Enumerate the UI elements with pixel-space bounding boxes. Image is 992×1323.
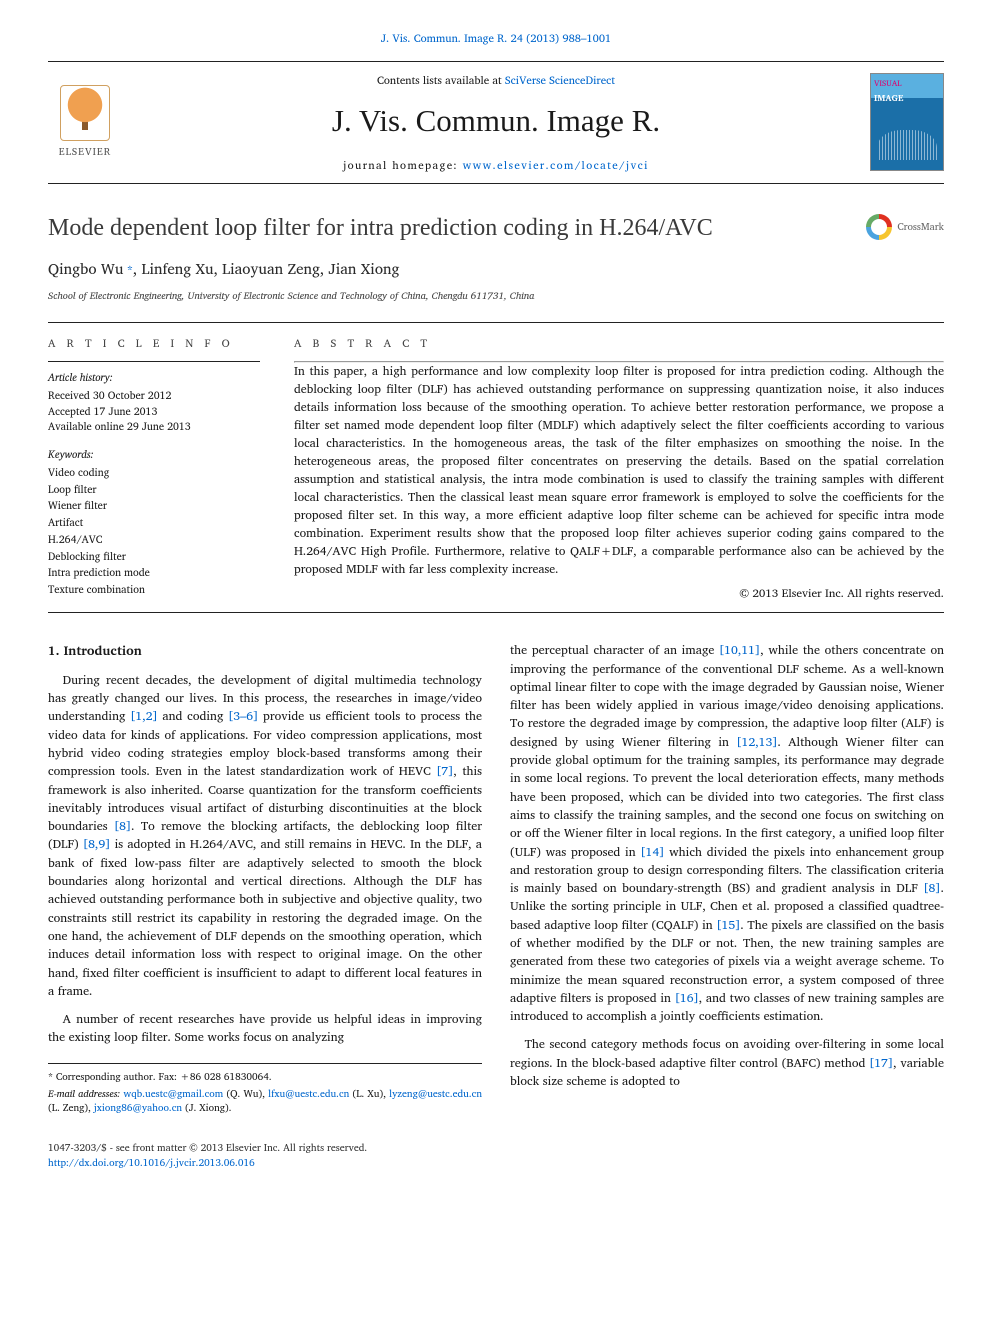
para-1: During recent decades, the development o… (48, 671, 482, 1000)
doi-link[interactable]: http://dx.doi.org/10.1016/j.jvcir.2013.0… (48, 1155, 255, 1171)
elsevier-logo: ELSEVIER (48, 79, 122, 165)
keyword-item: Artifact (48, 515, 260, 531)
top-citation-link[interactable]: J. Vis. Commun. Image R. 24 (2013) 988–1… (381, 29, 611, 47)
affiliation: School of Electronic Engineering, Univer… (48, 289, 944, 304)
bottom-strip: 1047-3203/$ - see front matter © 2013 El… (48, 1141, 944, 1171)
masthead-center: Contents lists available at SciVerse Sci… (134, 72, 858, 174)
meta-abstract-row: A R T I C L E I N F O Article history: R… (48, 335, 944, 603)
t: the perceptual character of an image (510, 640, 719, 660)
keyword-item: Loop filter (48, 482, 260, 498)
elsevier-wordmark: ELSEVIER (59, 145, 111, 160)
cite-16[interactable]: [16] (675, 988, 699, 1008)
cite-3-6[interactable]: [3–6] (228, 706, 258, 726)
para-2: A number of recent researches have provi… (48, 1010, 482, 1047)
cover-mid-text: IMAGE (874, 91, 940, 105)
corresponding-marker[interactable]: * (123, 261, 133, 280)
journal-homepage: journal homepage: www.elsevier.com/locat… (134, 157, 858, 174)
journal-cover-thumb: VISUAL IMAGE (870, 73, 944, 171)
elsevier-tree-icon (60, 85, 110, 141)
cover-wave-icon (877, 130, 937, 160)
email-3[interactable]: lyzeng@uestc.edu.cn (389, 1086, 482, 1102)
journal-masthead: ELSEVIER Contents lists available at Sci… (48, 61, 944, 185)
article-info-col: A R T I C L E I N F O Article history: R… (48, 335, 260, 603)
copyright-line: © 2013 Elsevier Inc. All rights reserved… (294, 585, 944, 602)
footnotes: * Corresponding author. Fax: +86 028 618… (48, 1063, 482, 1115)
cover-top-text: VISUAL (874, 77, 940, 89)
email-2[interactable]: lfxu@uestc.edu.cn (268, 1086, 349, 1102)
crossmark-icon (866, 214, 892, 240)
abstract-head: A B S T R A C T (294, 335, 944, 352)
keywords-list: Video coding Loop filter Wiener filter A… (48, 465, 260, 598)
homepage-label: journal homepage: (343, 156, 463, 174)
article-header: CrossMark Mode dependent loop filter for… (48, 210, 944, 304)
sciencedirect-link[interactable]: SciVerse ScienceDirect (505, 71, 615, 89)
para-3: the perceptual character of an image [10… (510, 641, 944, 1025)
homepage-url[interactable]: www.elsevier.com/locate/jvci (463, 156, 649, 174)
section-1-title: 1. Introduction (48, 641, 482, 661)
footnote-emails: E-mail addresses: wqb.uestc@gmail.com (Q… (48, 1087, 482, 1115)
keyword-item: H.264/AVC (48, 532, 260, 548)
cite-10-11[interactable]: [10,11] (719, 640, 760, 660)
cite-8b[interactable]: [8] (923, 878, 940, 898)
t: is adopted in H.264/AVC, and still remai… (48, 834, 482, 1000)
t: (L. Xu), (349, 1086, 389, 1102)
cite-8-9[interactable]: [8,9] (83, 834, 110, 854)
keyword-item: Texture combination (48, 582, 260, 598)
para-4: The second category methods focus on avo… (510, 1035, 944, 1090)
article-info-head: A R T I C L E I N F O (48, 335, 260, 352)
history-online: Available online 29 June 2013 (48, 419, 260, 435)
rule-top (48, 322, 944, 323)
authors-rest: , Linfeng Xu, Liaoyuan Zeng, Jian Xiong (133, 256, 399, 281)
t: and coding (158, 706, 228, 726)
journal-title: J. Vis. Commun. Image R. (134, 98, 858, 145)
contents-line: Contents lists available at SciVerse Sci… (134, 72, 858, 89)
issn-line: 1047-3203/$ - see front matter © 2013 El… (48, 1141, 944, 1156)
rule-bottom (48, 612, 944, 613)
cite-17[interactable]: [17] (869, 1053, 893, 1073)
cite-1-2[interactable]: [1,2] (130, 706, 157, 726)
cite-7[interactable]: [7] (436, 761, 453, 781)
footnote-corr: * Corresponding author. Fax: +86 028 618… (48, 1070, 482, 1084)
keyword-item: Deblocking filter (48, 549, 260, 565)
body-columns: 1. Introduction During recent decades, t… (48, 641, 944, 1114)
abstract-col: A B S T R A C T In this paper, a high pe… (294, 335, 944, 603)
t: (L. Zeng), (48, 1100, 94, 1116)
info-rule (48, 361, 260, 362)
history-label: Article history: (48, 370, 260, 386)
contents-text: Contents lists available at (377, 71, 505, 89)
keyword-item: Video coding (48, 465, 260, 481)
cite-15[interactable]: [15] (716, 915, 740, 935)
email-4[interactable]: jxiong86@yahoo.cn (94, 1100, 182, 1116)
crossmark-badge[interactable]: CrossMark (866, 214, 944, 240)
authors-line: Qingbo Wu *, Linfeng Xu, Liaoyuan Zeng, … (48, 258, 944, 281)
cite-12-13[interactable]: [12,13] (736, 732, 777, 752)
top-citation: J. Vis. Commun. Image R. 24 (2013) 988–1… (48, 30, 944, 47)
cite-14[interactable]: [14] (640, 842, 664, 862)
crossmark-label: CrossMark (897, 220, 944, 235)
paper-title: Mode dependent loop filter for intra pre… (48, 210, 944, 246)
author-1[interactable]: Qingbo Wu (48, 256, 123, 281)
cite-8[interactable]: [8] (114, 816, 131, 836)
keyword-item: Wiener filter (48, 498, 260, 514)
keywords-label: Keywords: (48, 447, 260, 463)
t: (J. Xiong). (182, 1100, 232, 1116)
abstract-text: In this paper, a high performance and lo… (294, 363, 944, 579)
keyword-item: Intra prediction mode (48, 565, 260, 581)
